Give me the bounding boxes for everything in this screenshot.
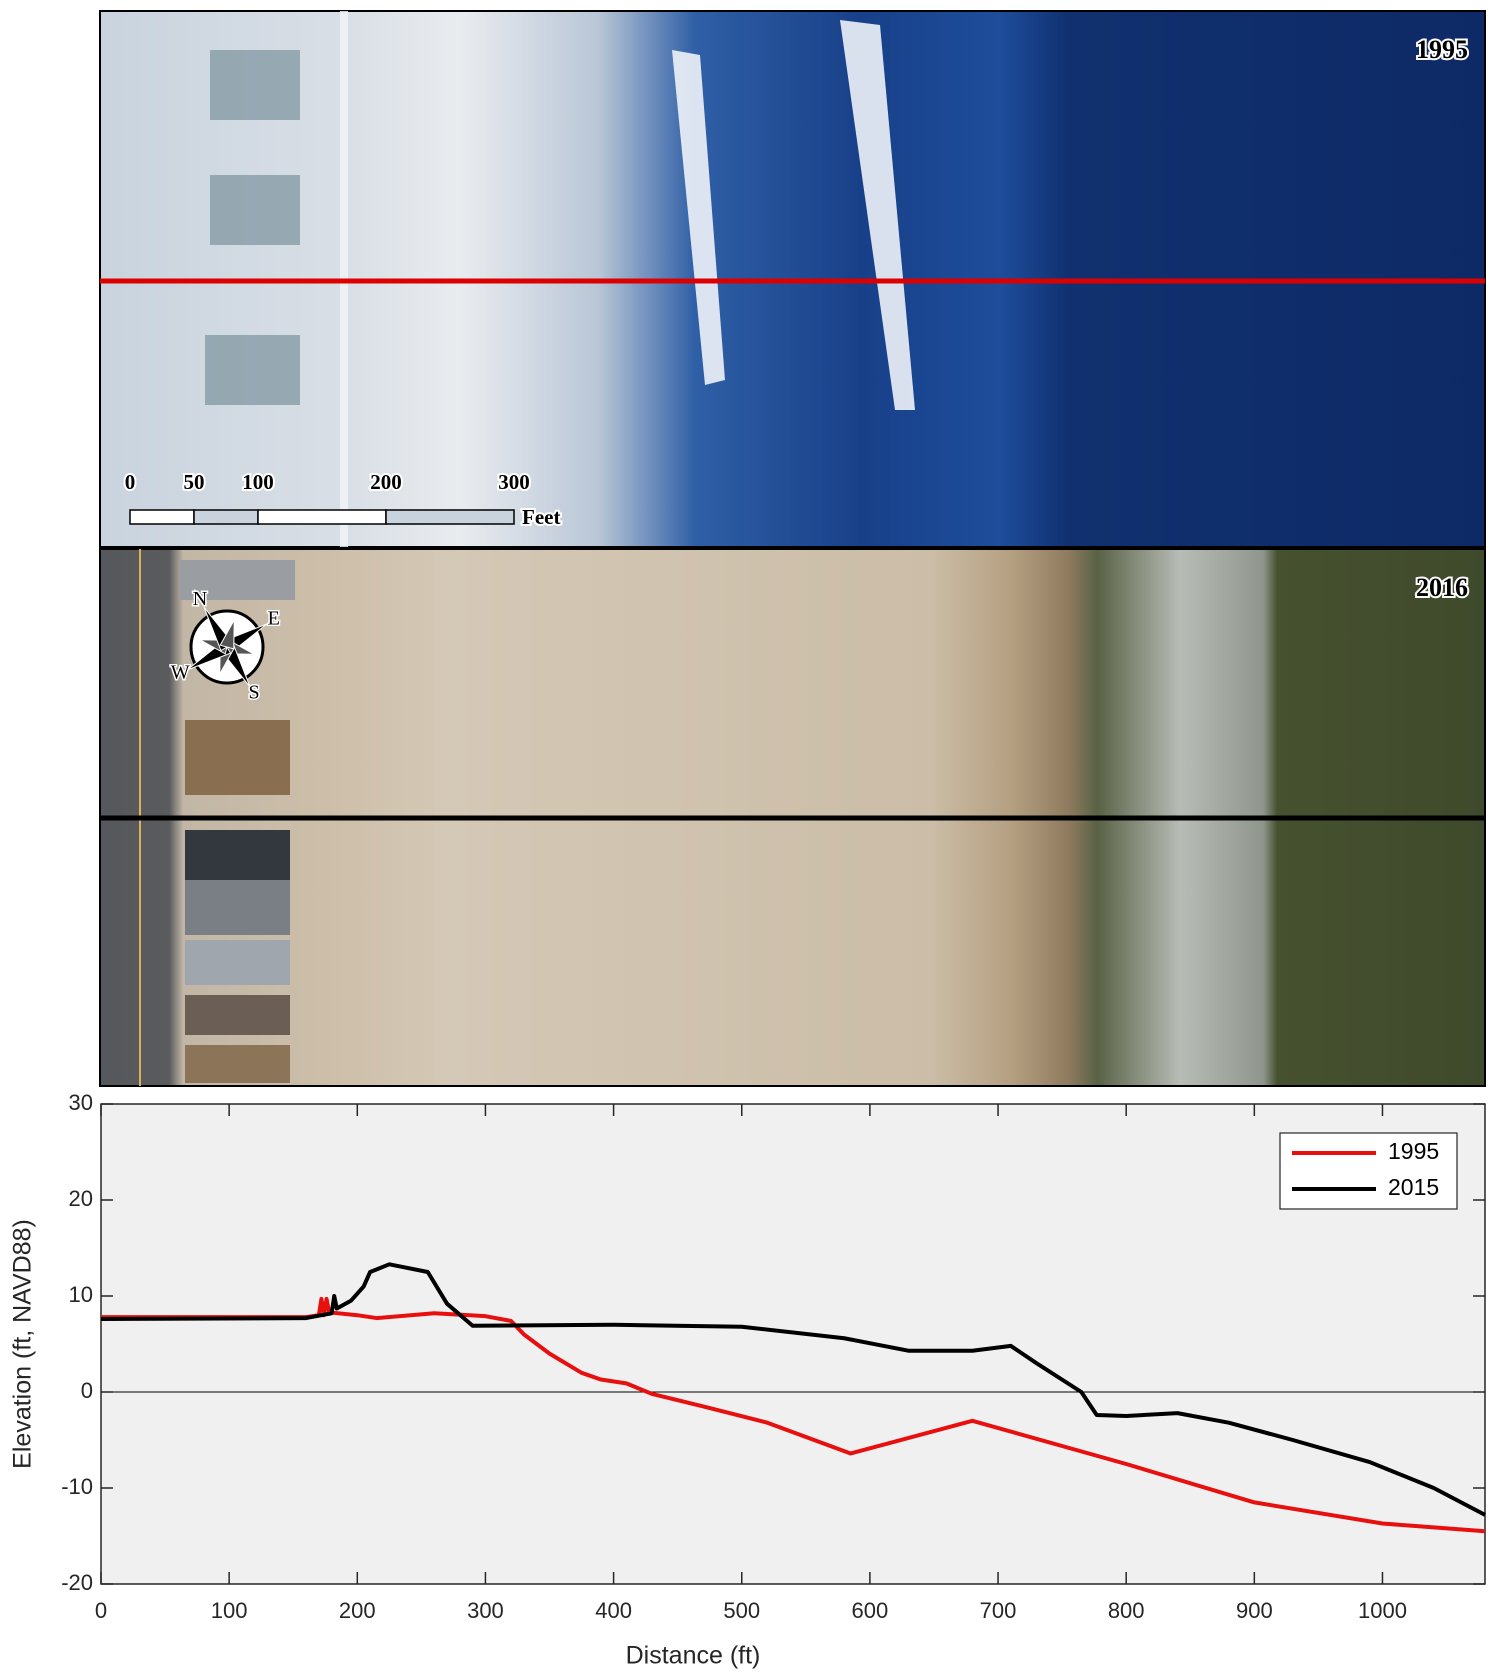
series-line xyxy=(101,1296,1486,1534)
compass-letter: N xyxy=(193,588,207,610)
scale-label: 300 xyxy=(498,470,530,494)
legend-label: 1995 xyxy=(1388,1138,1439,1164)
compass-letter: S xyxy=(248,681,259,703)
y-tick-label: 20 xyxy=(69,1186,93,1211)
y-tick-label: -10 xyxy=(61,1474,93,1499)
chart-area xyxy=(100,1103,1486,1585)
panel-label: 2016 xyxy=(1416,573,1468,602)
scale-segment xyxy=(129,509,195,525)
compass-letter: W xyxy=(171,662,190,684)
x-tick-label: 1000 xyxy=(1358,1598,1407,1623)
scale-label: 200 xyxy=(370,470,402,494)
x-tick-label: 800 xyxy=(1108,1598,1145,1623)
scale-segment xyxy=(257,509,387,525)
x-tick-label: 100 xyxy=(211,1598,248,1623)
x-tick-label: 600 xyxy=(852,1598,889,1623)
scale-label: 0 xyxy=(125,470,136,494)
aerial-2016 xyxy=(99,548,1486,1087)
x-tick-label: 300 xyxy=(467,1598,504,1623)
x-tick-label: 400 xyxy=(595,1598,632,1623)
compass-letter: E xyxy=(268,608,280,630)
y-tick-label: 0 xyxy=(81,1378,93,1403)
scale-label: 100 xyxy=(242,470,274,494)
scale-segment xyxy=(385,509,515,525)
x-tick-label: 200 xyxy=(339,1598,376,1623)
aerial-1995 xyxy=(99,10,1486,548)
x-tick-label: 700 xyxy=(980,1598,1017,1623)
scale-unit: Feet xyxy=(522,505,560,529)
legend-label: 2015 xyxy=(1388,1174,1439,1200)
y-tick-label: -20 xyxy=(61,1570,93,1595)
scale-label: 50 xyxy=(184,470,205,494)
x-tick-label: 500 xyxy=(723,1598,760,1623)
y-tick-label: 10 xyxy=(69,1282,93,1307)
scale-segment xyxy=(193,509,259,525)
x-axis-label: Distance (ft) xyxy=(626,1642,761,1670)
series-line xyxy=(100,1262,1486,1517)
y-tick-label: 30 xyxy=(69,1090,93,1115)
y-axis-label: Elevation (ft, NAVD88) xyxy=(9,1219,37,1469)
x-tick-label: 900 xyxy=(1236,1598,1273,1623)
x-tick-label: 0 xyxy=(95,1598,107,1623)
compass-point xyxy=(219,619,235,650)
panel-label: 1995 xyxy=(1416,35,1468,64)
legend-box xyxy=(1279,1132,1458,1210)
